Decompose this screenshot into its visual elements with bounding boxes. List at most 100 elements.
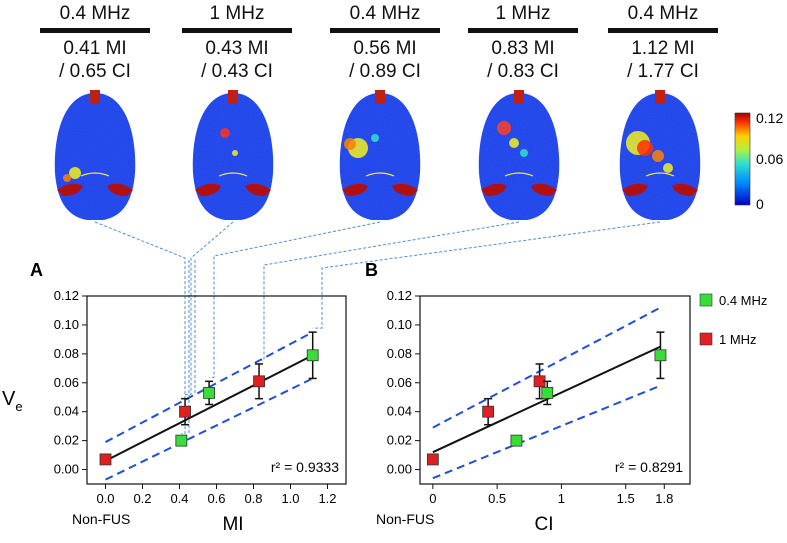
data-point <box>482 405 495 418</box>
panel-mi: 0.83 MI <box>491 38 555 59</box>
x-tick-label: 0 <box>429 491 436 506</box>
y-tick-label: 0.10 <box>54 317 79 332</box>
brain-image <box>192 90 274 220</box>
data-point <box>510 434 523 447</box>
panel-ci: / 0.65 CI <box>59 61 131 82</box>
data-point <box>203 386 216 399</box>
panel-frequency: 0.4 MHz <box>349 3 421 24</box>
data-point <box>253 375 265 388</box>
brain-right-hotspot <box>245 183 271 196</box>
x-axis-label: MI <box>222 514 243 535</box>
x-tick-label: 0.2 <box>133 491 151 506</box>
y-tick-label: 0.12 <box>387 288 412 303</box>
legend-red-label: 1 MHz <box>719 332 757 347</box>
legend-red-swatch <box>699 332 713 346</box>
non-fus-label: Non-FUS <box>376 511 434 527</box>
data-point <box>99 453 112 466</box>
connector-line <box>312 221 661 329</box>
brain-left-hotspot <box>195 183 221 196</box>
ci-lower-line <box>432 384 661 480</box>
brain-hotspot <box>652 150 664 162</box>
brain-olfactory-spot <box>375 90 385 104</box>
header-bar <box>468 28 578 33</box>
brain-left-hotspot <box>622 183 648 196</box>
panel-label-a: A <box>30 260 43 280</box>
brain-hotspot <box>371 134 379 142</box>
brain-texture <box>192 93 274 220</box>
r2-label: r² = 0.9333 <box>271 459 339 475</box>
y-tick-label: 0.08 <box>54 346 79 361</box>
panel-ci: / 0.83 CI <box>487 61 559 82</box>
colorbar: 0.12 0.06 0 <box>734 110 783 212</box>
x-tick-label: 0.8 <box>244 491 262 506</box>
brain-hotspot <box>220 128 230 138</box>
brain-texture <box>54 93 136 220</box>
chart-a: A Ve Non-FUS MI r² = 0.9333 0.00 0.02 0.04… <box>2 260 347 535</box>
colorbar-max-label: 0.12 <box>756 110 783 126</box>
brain-olfactory-spot <box>655 90 665 104</box>
brain-left-hotspot <box>342 183 368 196</box>
data-point <box>306 349 319 362</box>
panel-mi: 1.12 MI <box>631 38 695 59</box>
x-tick-label: 0.5 <box>488 491 506 506</box>
connector-line <box>94 221 186 435</box>
data-point <box>426 453 439 466</box>
x-tick-label: 1.2 <box>318 491 336 506</box>
brain-panel-3: 0.4 MHz 0.56 MI / 0.89 CI <box>330 0 440 83</box>
brain-right-hotspot <box>672 183 698 196</box>
x-tick-label: 0.0 <box>96 491 114 506</box>
brain-hotspot <box>344 138 356 150</box>
y-tick-label: 0.00 <box>54 462 79 477</box>
x-tick-label: 1.8 <box>655 491 673 506</box>
panel-ci: / 1.77 CI <box>627 61 699 82</box>
data-point <box>179 405 191 418</box>
y-tick-label: 0.06 <box>54 375 79 390</box>
data-point <box>175 434 188 447</box>
y-tick-label: 0.04 <box>54 404 79 419</box>
y-tick-label: 0.02 <box>54 433 79 448</box>
fit-line <box>105 354 314 462</box>
colorbar-mid-label: 0.06 <box>756 151 783 167</box>
brain-texture <box>339 93 421 220</box>
brain-hotspot <box>663 163 673 173</box>
panel-label-b: B <box>365 260 378 280</box>
panel-frequency: 0.4 MHz <box>627 3 699 24</box>
brain-olfactory-spot <box>228 90 238 104</box>
x-tick-label: 1.5 <box>617 491 635 506</box>
ci-upper-line <box>432 306 661 429</box>
brain-image <box>339 90 421 220</box>
panel-ci: / 0.43 CI <box>201 61 273 82</box>
panel-mi: 0.43 MI <box>205 38 269 59</box>
brain-hotspot <box>509 138 519 148</box>
chart-b: B Non-FUS CI r² = 0.8291 0.00 0.02 0.04 0.0… <box>365 260 691 535</box>
y-axis-label: Ve <box>2 388 23 414</box>
connector-lines <box>94 221 661 435</box>
brain-hotspot <box>232 150 238 156</box>
brain-hotspot <box>69 167 81 179</box>
y-tick-label: 0.08 <box>387 346 412 361</box>
brain-midline <box>365 172 395 177</box>
brain-right-hotspot <box>392 183 418 196</box>
brain-hotspot <box>63 174 71 182</box>
panel-mi: 0.41 MI <box>63 38 127 59</box>
panel-frequency: 0.4 MHz <box>59 3 131 24</box>
y-tick-label: 0.06 <box>387 375 412 390</box>
brain-images <box>54 90 701 220</box>
colorbar-min-label: 0 <box>756 196 764 212</box>
x-tick-label: 0.6 <box>207 491 225 506</box>
plot-frame <box>419 295 691 485</box>
header-bar <box>182 28 292 33</box>
data-point <box>654 349 667 362</box>
panel-mi: 0.56 MI <box>353 38 417 59</box>
x-tick-label: 0.4 <box>170 491 188 506</box>
brain-left-hotspot <box>57 183 83 196</box>
connector-line <box>209 221 381 378</box>
plot-frame <box>86 295 347 485</box>
header-bar <box>608 28 718 33</box>
y-tick-label: 0.12 <box>54 288 79 303</box>
brain-olfactory-spot <box>90 90 100 104</box>
brain-hotspot <box>520 149 528 157</box>
header-bar <box>330 28 440 33</box>
brain-midline <box>218 172 248 177</box>
